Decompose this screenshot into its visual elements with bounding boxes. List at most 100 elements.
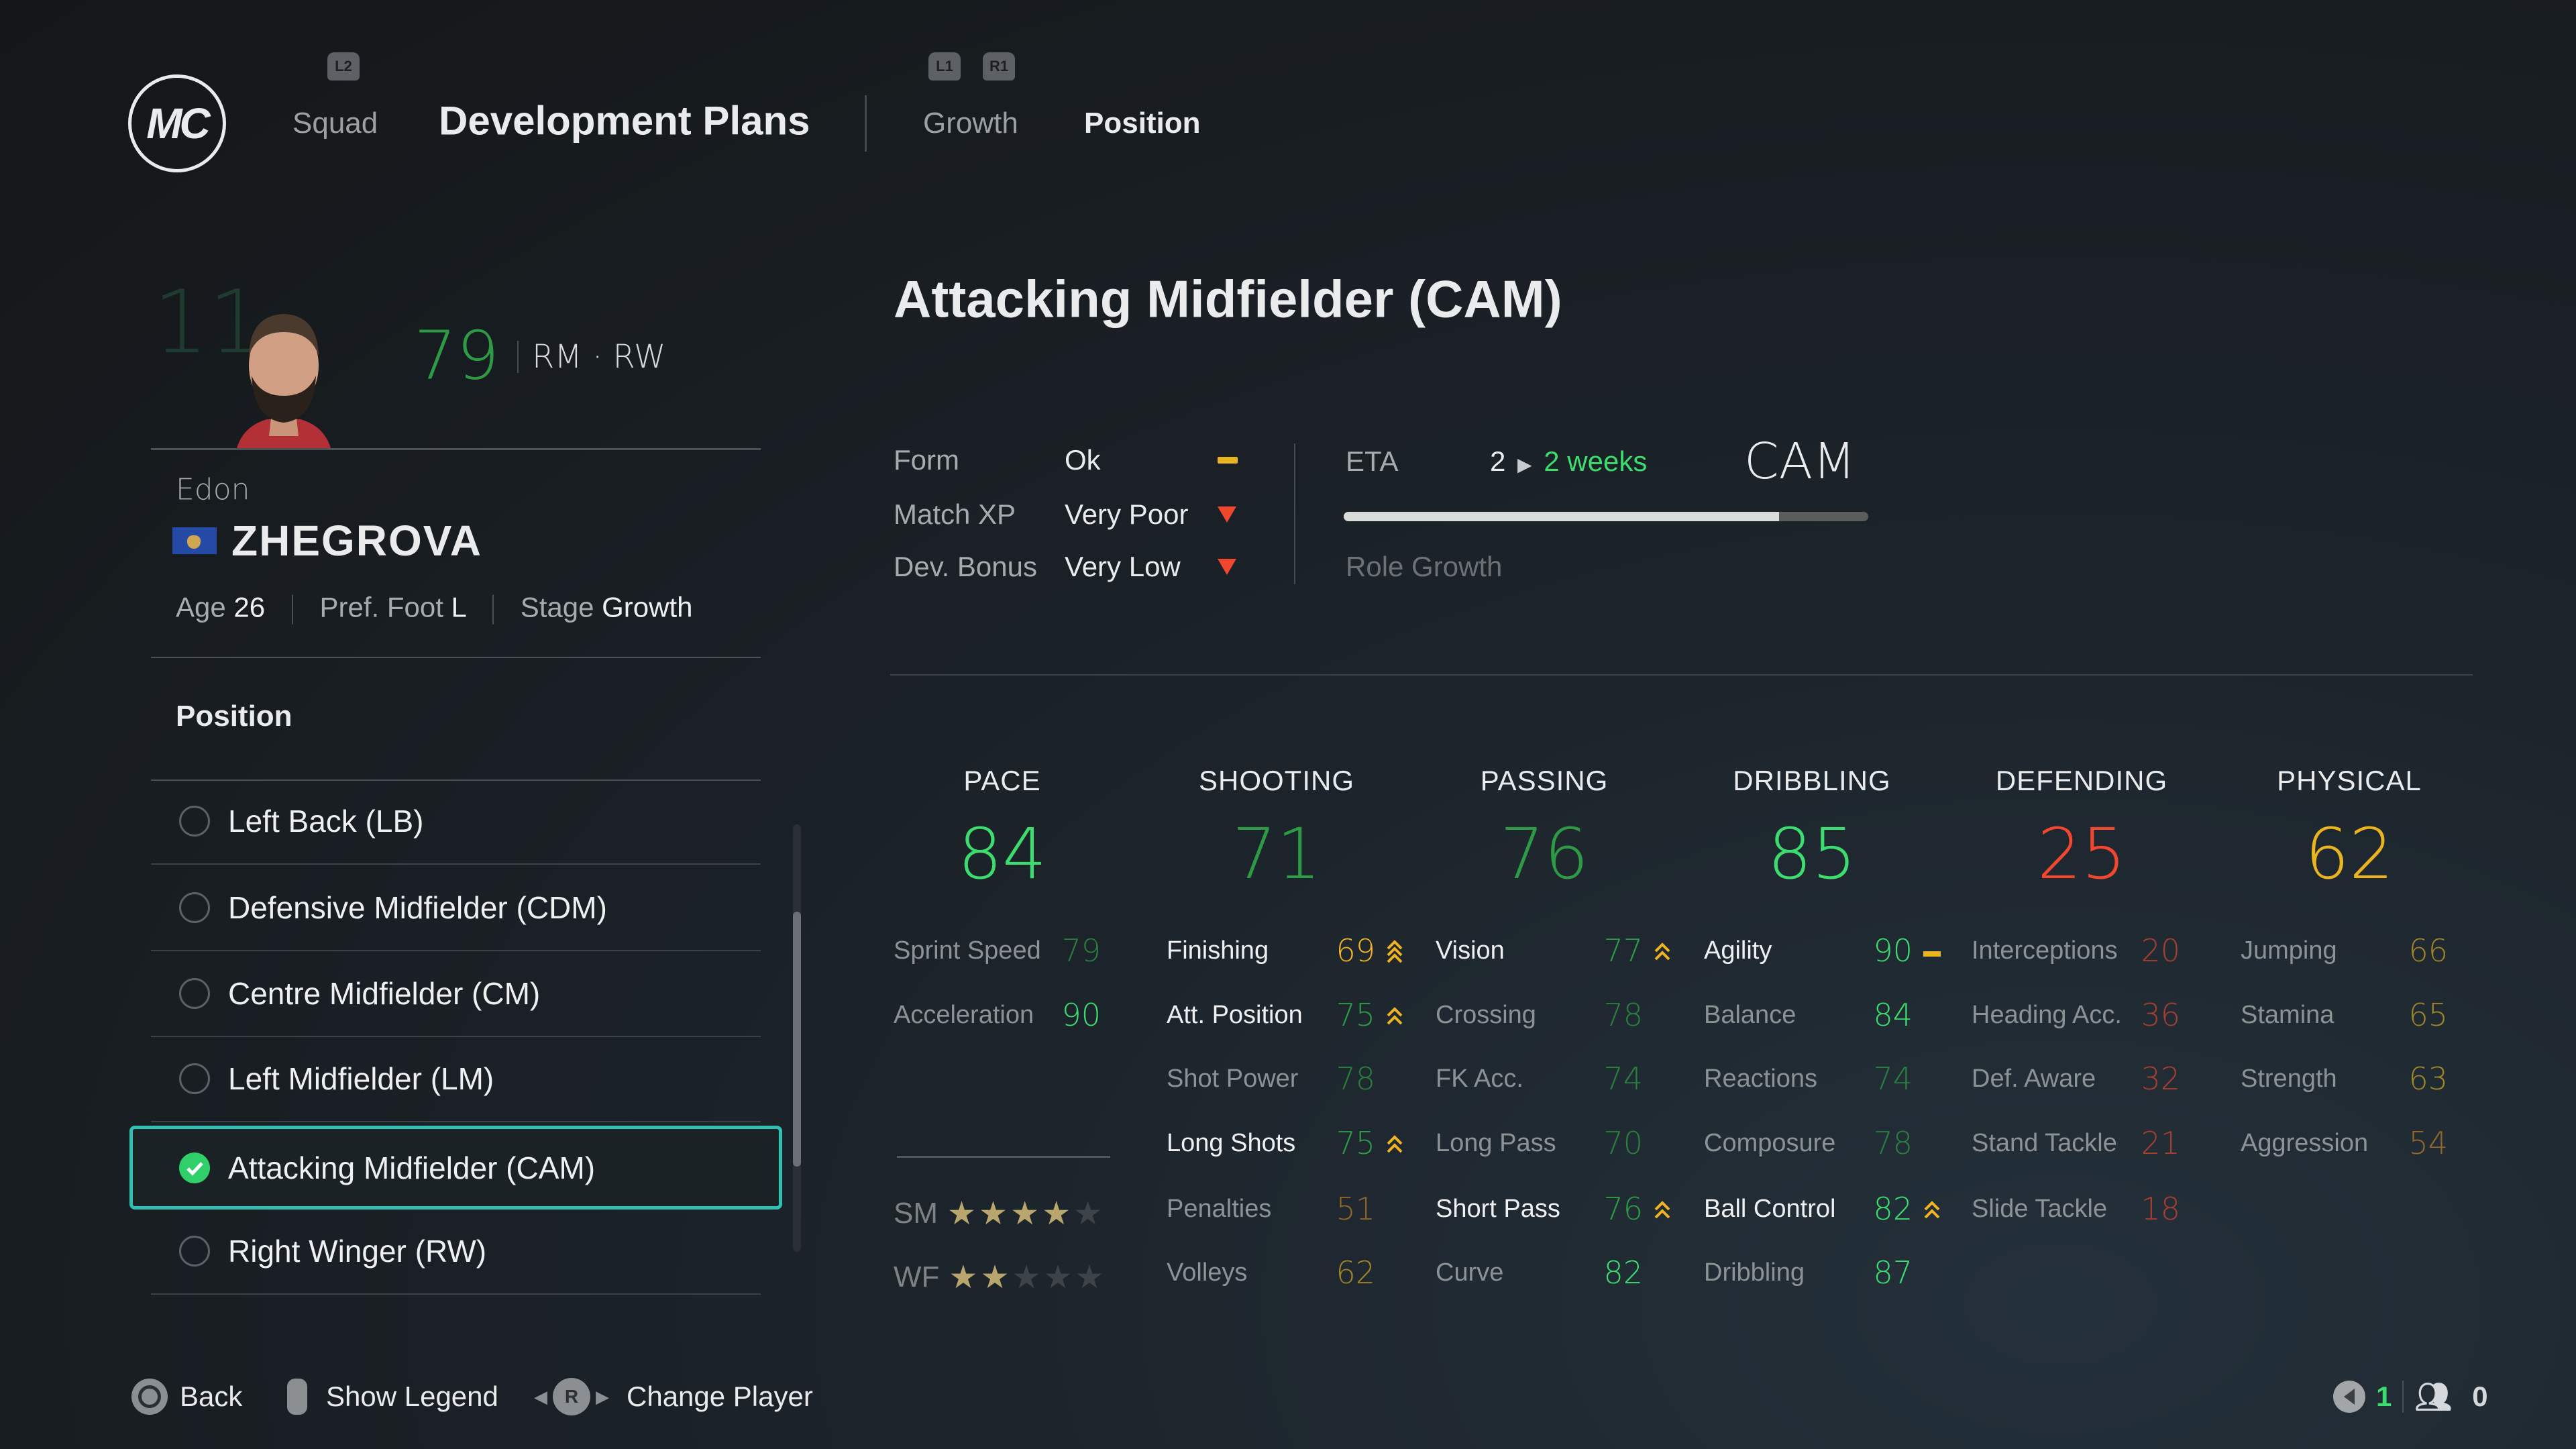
skill-row-sm: SM ★ ★ ★ ★ ★ bbox=[894, 1195, 1102, 1232]
stat-label: Short Pass bbox=[1436, 1195, 1560, 1223]
category-name: PHYSICAL bbox=[2277, 765, 2422, 796]
stat-label: Crossing bbox=[1436, 1001, 1536, 1029]
neutral-dash-icon bbox=[1218, 457, 1238, 464]
neutral-dash-icon bbox=[1923, 939, 1941, 957]
stat-row: FK Acc. 74 bbox=[1436, 1061, 1643, 1098]
info-value: Very Poor bbox=[1065, 498, 1189, 530]
scrollbar-thumb[interactable] bbox=[793, 912, 801, 1167]
info-value: Very Low bbox=[1065, 551, 1181, 582]
player-positions: RM · RW bbox=[532, 338, 666, 376]
position-option-label: Left Back (LB) bbox=[228, 804, 424, 839]
stat-row: Ball Control 82 bbox=[1704, 1191, 1940, 1228]
position-option[interactable]: Attacking Midfielder (CAM) bbox=[129, 1126, 782, 1210]
position-option-label: Left Midfielder (LM) bbox=[228, 1061, 494, 1096]
stat-label: Volleys bbox=[1167, 1258, 1248, 1287]
position-option[interactable]: Centre Midfielder (CM) bbox=[151, 951, 761, 1037]
stat-value: 51 bbox=[1336, 1191, 1375, 1227]
divider bbox=[151, 657, 761, 658]
stat-row: Long Shots 75 bbox=[1167, 1125, 1403, 1163]
info-label: Form bbox=[894, 444, 959, 476]
up-arrow-icon bbox=[1386, 1004, 1403, 1037]
stat-row: Sprint Speed 79 bbox=[894, 932, 1101, 970]
right-arrow-icon: ▶ bbox=[596, 1386, 609, 1407]
stat-label: Def. Aware bbox=[1972, 1065, 2096, 1093]
stat-value: 74 bbox=[1873, 1061, 1913, 1097]
stat-row: Reactions 74 bbox=[1704, 1061, 1913, 1098]
header-divider bbox=[865, 95, 867, 152]
l1-button-hint: L1 bbox=[928, 52, 961, 80]
radio-icon bbox=[179, 1236, 210, 1267]
options-button-icon bbox=[287, 1379, 307, 1415]
player-portrait bbox=[230, 295, 337, 448]
player-number: 11 bbox=[153, 271, 264, 373]
stat-row: Stamina 65 bbox=[2241, 997, 2448, 1034]
stat-label: Finishing bbox=[1167, 936, 1269, 965]
star-icon: ★ bbox=[947, 1196, 977, 1232]
friends-icon[interactable]: 👥︎ bbox=[2414, 1381, 2453, 1413]
stat-value: 75 bbox=[1336, 997, 1375, 1033]
stat-label: Long Pass bbox=[1436, 1129, 1556, 1157]
player-last-name: ZHEGROVA bbox=[231, 517, 482, 565]
stat-row: Vision 77 bbox=[1436, 932, 1670, 970]
stat-value: 77 bbox=[1603, 932, 1643, 969]
up-arrow-icon bbox=[1386, 1132, 1403, 1165]
circle-button-icon bbox=[131, 1379, 168, 1415]
stat-label: Dribbling bbox=[1704, 1258, 1805, 1287]
stat-value: 78 bbox=[1336, 1061, 1375, 1097]
star-icon: ★ bbox=[1042, 1196, 1071, 1232]
stat-label: Composure bbox=[1704, 1129, 1836, 1157]
info-value: Ok bbox=[1065, 444, 1101, 476]
stat-row: Stand Tackle 21 bbox=[1972, 1125, 2180, 1163]
radio-icon bbox=[179, 978, 210, 1009]
stat-value: 36 bbox=[2141, 997, 2180, 1033]
position-option[interactable]: Defensive Midfielder (CDM) bbox=[151, 865, 761, 951]
change-player-label: Change Player bbox=[627, 1381, 813, 1412]
stat-value: 21 bbox=[2141, 1125, 2180, 1161]
position-option[interactable]: Left Midfielder (LM) bbox=[151, 1036, 761, 1122]
show-legend-button[interactable]: Show Legend bbox=[287, 1379, 498, 1415]
category-shooting: SHOOTING 71 bbox=[1156, 765, 1397, 895]
position-option[interactable]: Left Back (LB) bbox=[151, 779, 761, 865]
radio-icon bbox=[179, 806, 210, 837]
divider bbox=[151, 448, 761, 450]
position-option-label: Centre Midfielder (CM) bbox=[228, 976, 541, 1011]
position-list-scrollbar[interactable] bbox=[793, 824, 801, 1252]
stat-row: Interceptions 20 bbox=[1972, 932, 2180, 970]
stat-row: Acceleration 90 bbox=[894, 997, 1101, 1034]
age-label: Age bbox=[176, 591, 226, 623]
eta-from: 2 bbox=[1490, 445, 1506, 477]
target-position: CAM bbox=[1744, 433, 1856, 490]
stat-row: Def. Aware 32 bbox=[1972, 1061, 2180, 1098]
stat-value: 74 bbox=[1603, 1061, 1643, 1097]
pace-divider bbox=[897, 1156, 1110, 1158]
change-player-button[interactable]: ◀ R ▶ Change Player bbox=[534, 1378, 813, 1415]
back-button[interactable]: Back bbox=[131, 1379, 242, 1415]
tab-growth[interactable]: Growth bbox=[923, 107, 1018, 140]
stat-row: Short Pass 76 bbox=[1436, 1191, 1670, 1228]
stat-row: Curve 82 bbox=[1436, 1254, 1643, 1292]
speaker-icon[interactable] bbox=[2333, 1381, 2365, 1413]
stat-label: Jumping bbox=[2241, 936, 2337, 965]
position-option-label: Attacking Midfielder (CAM) bbox=[228, 1150, 596, 1185]
position-title: Attacking Midfielder (CAM) bbox=[894, 269, 1562, 329]
notification-count: 1 bbox=[2376, 1381, 2392, 1412]
squad-link[interactable]: Squad bbox=[292, 107, 378, 140]
stat-value: 82 bbox=[1873, 1191, 1913, 1227]
down-triangle-icon bbox=[1218, 506, 1236, 523]
radio-icon bbox=[179, 1063, 210, 1094]
player-rating: 79 bbox=[414, 316, 500, 395]
position-option[interactable]: Right Winger (RW) bbox=[151, 1209, 761, 1295]
skill-row-wf: WF ★ ★ ★ ★ ★ bbox=[894, 1258, 1104, 1296]
stat-value: 62 bbox=[1336, 1254, 1375, 1291]
stat-label: Curve bbox=[1436, 1258, 1504, 1287]
l2-button-hint: L2 bbox=[327, 52, 360, 80]
star-icon: ★ bbox=[980, 1260, 1010, 1295]
stat-value: 82 bbox=[1603, 1254, 1643, 1291]
skill-label: WF bbox=[894, 1260, 940, 1293]
star-icon: ★ bbox=[1073, 1196, 1103, 1232]
category-name: PASSING bbox=[1480, 765, 1609, 796]
down-triangle-icon bbox=[1218, 559, 1236, 575]
category-defending: DEFENDING 25 bbox=[1961, 765, 2202, 895]
tab-position[interactable]: Position bbox=[1084, 107, 1201, 140]
stat-value: 84 bbox=[1873, 997, 1913, 1033]
